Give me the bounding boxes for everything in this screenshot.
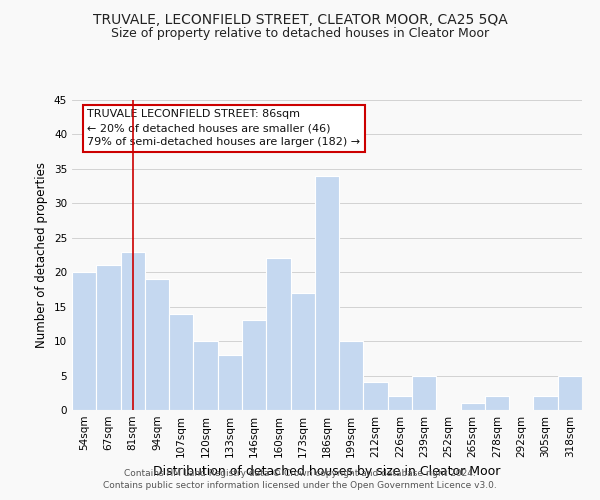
Bar (169, 314, 193, 410)
Bar (339, 341, 364, 410)
Bar (290, 293, 315, 410)
X-axis label: Distribution of detached houses by size in Cleator Moor: Distribution of detached houses by size … (154, 466, 500, 478)
Bar (145, 279, 169, 410)
Bar (193, 341, 218, 410)
Y-axis label: Number of detached properties: Number of detached properties (35, 162, 49, 348)
Bar (412, 376, 436, 410)
Bar (364, 382, 388, 410)
Bar (72, 272, 96, 410)
Text: Contains HM Land Registry data © Crown copyright and database right 2024.
Contai: Contains HM Land Registry data © Crown c… (103, 469, 497, 490)
Bar (218, 355, 242, 410)
Bar (266, 258, 290, 410)
Bar (315, 176, 339, 410)
Bar (533, 396, 558, 410)
Text: Size of property relative to detached houses in Cleator Moor: Size of property relative to detached ho… (111, 28, 489, 40)
Bar (485, 396, 509, 410)
Bar (558, 376, 582, 410)
Bar (96, 266, 121, 410)
Bar (388, 396, 412, 410)
Text: TRUVALE, LECONFIELD STREET, CLEATOR MOOR, CA25 5QA: TRUVALE, LECONFIELD STREET, CLEATOR MOOR… (92, 12, 508, 26)
Bar (121, 252, 145, 410)
Bar (242, 320, 266, 410)
Text: TRUVALE LECONFIELD STREET: 86sqm
← 20% of detached houses are smaller (46)
79% o: TRUVALE LECONFIELD STREET: 86sqm ← 20% o… (88, 110, 361, 148)
Bar (461, 403, 485, 410)
